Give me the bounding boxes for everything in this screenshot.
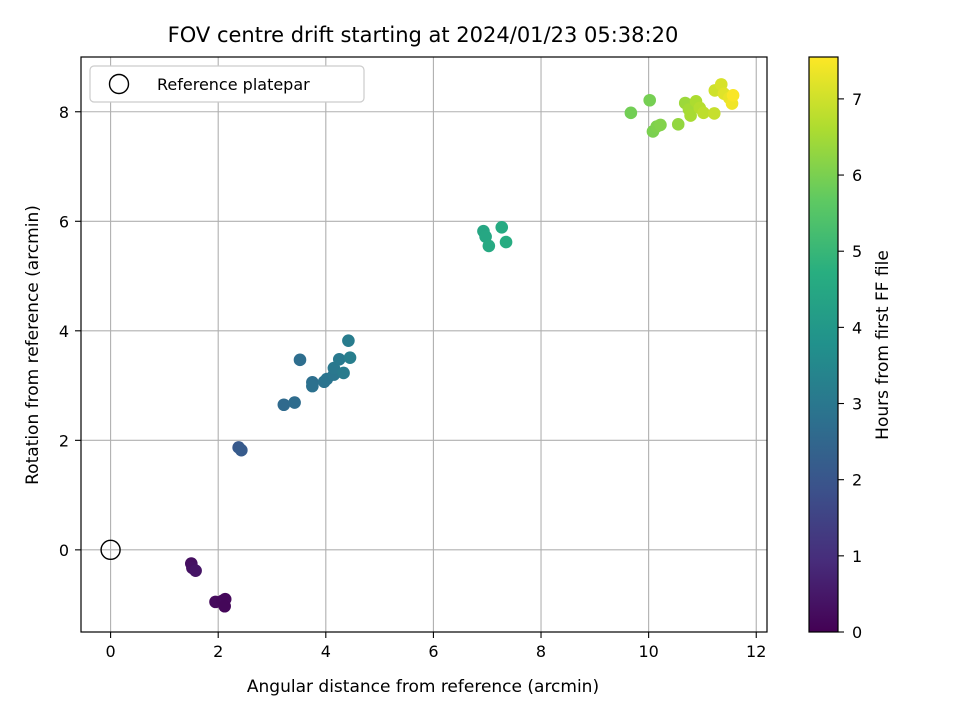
legend: Reference platepar bbox=[89, 65, 365, 103]
data-point bbox=[342, 334, 355, 347]
data-point bbox=[499, 235, 513, 249]
data-point bbox=[684, 109, 697, 122]
x-axis-label: Angular distance from reference (arcmin) bbox=[247, 677, 599, 697]
reference-platepar-marker bbox=[100, 539, 121, 561]
colorbar-tick-label: 5 bbox=[852, 242, 862, 261]
data-point bbox=[495, 221, 509, 234]
data-point bbox=[643, 93, 657, 107]
x-tick-label: 8 bbox=[536, 642, 546, 661]
data-point bbox=[288, 396, 301, 409]
x-tick-label: 6 bbox=[428, 642, 438, 661]
y-tick-label: 4 bbox=[59, 322, 69, 341]
chart-title: FOV centre drift starting at 2024/01/23 … bbox=[168, 23, 679, 47]
y-tick-label: 6 bbox=[59, 212, 69, 231]
data-point bbox=[726, 89, 740, 102]
data-points bbox=[100, 78, 740, 613]
colorbar-label: Hours from first FF file bbox=[873, 250, 893, 440]
y-axis-label: Rotation from reference (arcmin) bbox=[23, 205, 43, 485]
plot-frame bbox=[80, 56, 768, 633]
colorbar-ticks: 0 1 2 3 4 5 6 7 bbox=[838, 90, 862, 642]
x-tick-label: 10 bbox=[638, 642, 658, 661]
x-axis-ticks: 0 2 4 6 8 10 12 bbox=[105, 632, 766, 661]
legend-box bbox=[89, 65, 365, 103]
x-tick-label: 12 bbox=[746, 642, 766, 661]
y-tick-label: 0 bbox=[59, 541, 69, 560]
grid-lines bbox=[81, 57, 767, 632]
data-point bbox=[697, 106, 710, 120]
data-point bbox=[293, 353, 307, 367]
data-point bbox=[707, 107, 721, 120]
data-point bbox=[624, 106, 638, 120]
data-point bbox=[277, 398, 291, 412]
colorbar-tick-label: 0 bbox=[852, 623, 862, 642]
colorbar-tick-label: 2 bbox=[852, 471, 862, 490]
y-tick-label: 8 bbox=[59, 103, 69, 122]
colorbar-tick-label: 4 bbox=[852, 318, 862, 337]
colorbar-tick-label: 3 bbox=[852, 395, 862, 414]
data-point bbox=[189, 564, 202, 577]
data-point bbox=[218, 599, 231, 613]
data-point bbox=[337, 366, 350, 380]
data-point bbox=[343, 351, 357, 364]
colorbar-tick-label: 7 bbox=[852, 90, 862, 109]
y-tick-label: 2 bbox=[59, 431, 69, 450]
data-point bbox=[306, 379, 319, 393]
data-point bbox=[654, 118, 667, 132]
x-tick-label: 4 bbox=[321, 642, 331, 661]
y-axis-ticks: 0 2 4 6 8 bbox=[59, 103, 81, 560]
data-point bbox=[482, 239, 496, 253]
colorbar: 0 1 2 3 4 5 6 7 Hours from first FF file bbox=[808, 56, 893, 642]
legend-entry-label: Reference platepar bbox=[157, 75, 310, 94]
colorbar-tick-label: 6 bbox=[852, 166, 862, 185]
x-tick-label: 2 bbox=[213, 642, 223, 661]
data-point bbox=[235, 443, 248, 457]
colorbar-gradient bbox=[808, 56, 839, 633]
x-tick-label: 0 bbox=[105, 642, 115, 661]
legend-reference-marker bbox=[108, 73, 130, 95]
data-point bbox=[671, 118, 685, 131]
plot-area: 0 2 4 6 8 10 12 0 2 4 6 8 bbox=[59, 56, 768, 661]
data-point bbox=[332, 352, 346, 366]
colorbar-tick-label: 1 bbox=[852, 547, 862, 566]
